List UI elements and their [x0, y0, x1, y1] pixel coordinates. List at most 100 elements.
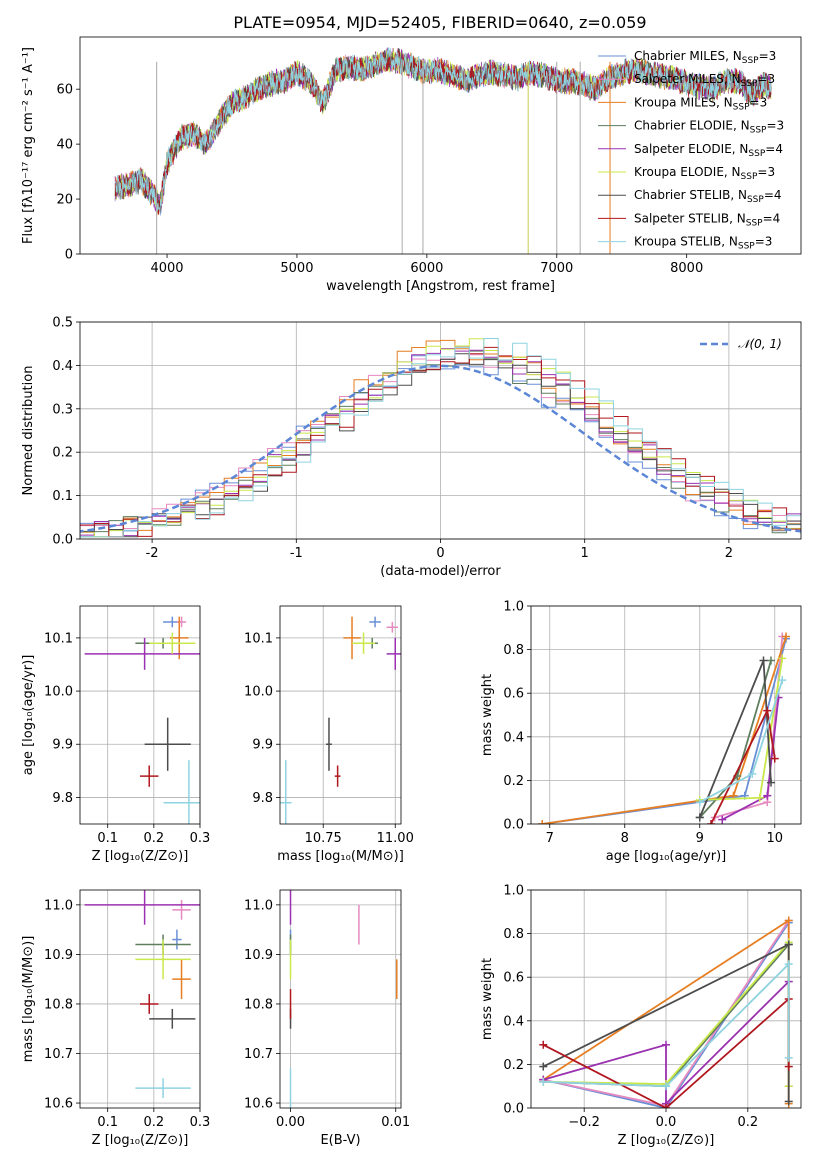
- legend-label: Chabrier MILES, NSSP=3: [634, 49, 776, 66]
- y-tick-label: 0.3: [52, 402, 73, 417]
- x-tick-label: 7: [546, 831, 554, 846]
- y-tick-label: 10.8: [244, 997, 273, 1012]
- x-axis-label: (data-model)/error: [380, 564, 501, 579]
- y-tick-label: 0.8: [503, 927, 524, 942]
- plot-area: [84, 890, 200, 1099]
- panel-weight-vs-age: 7 8 9 10 0.0 0.2 0.4 0.6 0.8 1.0 age [log₁₀(age/yr…: [480, 600, 802, 864]
- y-axis-label: mass weight: [480, 674, 495, 756]
- figure-title: PLATE=0954, MJD=52405, FIBERID=0640, z=0…: [233, 13, 646, 32]
- y-tick-label: 10.6: [244, 1097, 273, 1112]
- y-tick-label: 0.0: [503, 818, 524, 833]
- histogram-steps: [80, 338, 801, 538]
- x-tick-label: 0.3: [190, 1115, 211, 1130]
- legend-label: 𝒩(0, 1): [738, 337, 782, 351]
- legend-label: Chabrier STELIB, NSSP=4: [634, 188, 782, 205]
- axes-frame: [79, 321, 802, 540]
- x-axis-label: Z [log₁₀(Z/Z⊙)]: [618, 1133, 715, 1148]
- spectrum-line: [114, 47, 772, 212]
- x-tick-label: 0.00: [276, 1115, 305, 1130]
- axes-frame: [279, 605, 402, 825]
- plot-area: [114, 47, 772, 254]
- panel-age-vs-mass: 10.75 11.00 9.8 9.9 10.0 10.1 mass [log₁₀(M/M⊙…: [244, 605, 414, 864]
- x-axis-label: Z [log₁₀(Z/Z⊙)]: [92, 849, 189, 864]
- x-tick-label: 0.01: [381, 1115, 410, 1130]
- y-tick-label: 10.9: [244, 948, 273, 963]
- weight-line: [543, 980, 790, 1106]
- gaussian-curve: [80, 364, 801, 533]
- y-tick-label: 0.1: [52, 489, 73, 504]
- y-axis-label: Normed distribution: [21, 366, 36, 496]
- y-tick-label: 9.8: [252, 791, 273, 806]
- y-tick-label: 0.2: [503, 774, 524, 789]
- panel-residual-histogram: -2 -1 0 1 2 0.0 0.1 0.2 0.3 0.4 0.5 (data-model)/er…: [21, 316, 802, 579]
- y-tick-label: 0.5: [52, 316, 73, 331]
- y-tick-label: 11.0: [244, 898, 273, 913]
- x-tick-label: 4000: [150, 261, 183, 276]
- y-axis-label: age [log₁₀(age/yr)]: [21, 655, 36, 776]
- legend-label: Salpeter STELIB, NSSP=4: [634, 211, 780, 228]
- x-tick-label: 0.1: [97, 831, 118, 846]
- y-tick-label: 10.7: [244, 1047, 273, 1062]
- x-tick-label: 10: [766, 831, 783, 846]
- x-tick-label: -2: [146, 546, 159, 561]
- y-tick-label: 0.4: [503, 1014, 524, 1029]
- panel-mass-vs-EBV: 0.00 0.01 10.6 10.7 10.8 10.9 11.0 E(B-V): [244, 889, 410, 1148]
- y-tick-label: 1.0: [503, 884, 524, 899]
- y-tick-label: 0.4: [503, 730, 524, 745]
- x-axis-label: mass [log₁₀(M/M⊙)]: [277, 849, 404, 864]
- y-tick-label: 9.9: [52, 738, 73, 753]
- axes-frame: [279, 889, 402, 1109]
- y-tick-label: 0.2: [52, 446, 73, 461]
- y-axis-label: mass weight: [480, 958, 495, 1040]
- x-tick-label: 0: [436, 546, 444, 561]
- y-tick-label: 11.0: [44, 898, 73, 913]
- y-tick-label: 1.0: [503, 600, 524, 615]
- x-tick-label: 6000: [410, 261, 443, 276]
- axes-frame: [79, 889, 201, 1109]
- x-tick-label: 0.3: [190, 831, 211, 846]
- y-tick-label: 40: [56, 138, 73, 153]
- y-tick-label: 10.1: [44, 631, 73, 646]
- x-tick-label: 0.0: [656, 1115, 677, 1130]
- x-tick-label: 1: [581, 546, 589, 561]
- spectrum-line: [114, 50, 772, 215]
- plot-area: [539, 916, 793, 1108]
- x-tick-label: 7000: [540, 261, 573, 276]
- y-axis-label: Flux [fλ10⁻¹⁷ erg cm⁻² s⁻¹ A⁻¹]: [21, 47, 36, 244]
- x-axis-label: wavelength [Angstrom, rest frame]: [326, 279, 555, 294]
- y-tick-label: 0.4: [52, 359, 73, 374]
- x-tick-label: -1: [290, 546, 303, 561]
- x-tick-label: 9: [696, 831, 704, 846]
- y-axis-label: mass [log₁₀(M/M⊙)]: [21, 936, 36, 1063]
- panel-spectrum: 4000 5000 6000 7000 8000 0 20 40 60 wavelength [A…: [21, 36, 802, 294]
- plot-area: [538, 632, 790, 824]
- y-tick-label: 0: [65, 248, 73, 263]
- y-tick-label: 10.7: [44, 1047, 73, 1062]
- weight-line: [543, 961, 790, 1088]
- axes-frame: [79, 605, 201, 825]
- legend-label: Kroupa ELODIE, NSSP=3: [634, 165, 775, 182]
- x-tick-label: 2: [725, 546, 733, 561]
- x-tick-label: 0.1: [97, 1115, 118, 1130]
- legend-label: Salpeter MILES, NSSP=3: [634, 72, 775, 89]
- y-tick-label: 9.9: [252, 738, 273, 753]
- y-tick-label: 0.6: [503, 687, 524, 702]
- axes-frame: [530, 889, 802, 1109]
- axes-frame: [79, 36, 802, 255]
- legend-label: Kroupa STELIB, NSSP=3: [634, 235, 772, 252]
- plot-area: [289, 890, 398, 1108]
- x-axis-label: Z [log₁₀(Z/Z⊙)]: [92, 1133, 189, 1148]
- y-tick-label: 10.1: [244, 631, 273, 646]
- x-axis-label: age [log₁₀(age/yr)]: [606, 849, 727, 864]
- panel-mass-vs-Z: 0.1 0.2 0.3 10.6 10.7 10.8 10.9 11.0 Z [log₁₀(Z/…: [21, 889, 211, 1148]
- y-tick-label: 0.2: [503, 1058, 524, 1073]
- y-tick-label: 0.6: [503, 971, 524, 986]
- x-tick-label: 11.00: [377, 831, 414, 846]
- panel-age-vs-Z: 0.1 0.2 0.3 9.8 9.9 10.0 10.1 Z [log₁₀(Z/Z⊙)] ag…: [21, 605, 211, 864]
- x-tick-label: 5000: [280, 261, 313, 276]
- y-tick-label: 0.8: [503, 643, 524, 658]
- panel-weight-vs-Z: −0.2 0.0 0.2 0.0 0.2 0.4 0.6 0.8 1.0 Z [log₁₀(Z/Z…: [480, 884, 802, 1148]
- x-axis-label: E(B-V): [320, 1133, 360, 1148]
- x-tick-label: 0.2: [144, 1115, 165, 1130]
